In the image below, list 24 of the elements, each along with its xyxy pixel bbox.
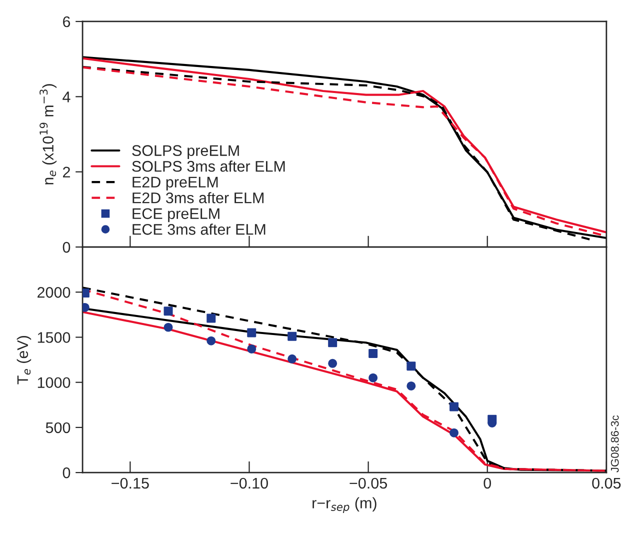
y-tick-label: 4 — [62, 92, 70, 102]
y-tick-label: 0 — [62, 242, 70, 253]
x-tick-label: 0 — [484, 478, 492, 489]
legend-label: ECE 3ms after ELM — [132, 224, 266, 235]
y-tick-label: 0 — [62, 467, 70, 478]
x-tick-label: −0.05 — [350, 478, 387, 489]
y-tick-label: 6 — [63, 16, 70, 28]
y-axis-title: n$_{e}$ (x10$^{19}$ m$^{−3}$) — [40, 84, 57, 184]
legend-label: E2D preELM — [132, 176, 218, 191]
y-tick-label: 2 — [63, 166, 70, 178]
y-tick-label: 500 — [46, 422, 70, 434]
x-axis-title: r−r$_{sep}$ (m) — [312, 497, 376, 514]
x-tick-label: −0.15 — [112, 478, 149, 489]
legend-label: E2D 3ms after ELM — [132, 192, 264, 204]
y-tick-label: 1000 — [38, 377, 70, 388]
legend-label: SOLPS preELM — [132, 145, 239, 160]
y-tick-label: 2000 — [38, 286, 70, 298]
y-tick-label: 1500 — [38, 332, 70, 343]
x-tick-label: −0.10 — [230, 478, 268, 489]
text: JG08.86-3c — [610, 415, 619, 472]
y-axis-title: T$_{e}$ (eV) — [16, 336, 32, 384]
x-tick-label: 0.05 — [592, 478, 621, 489]
legend-label: ECE preELM — [132, 208, 220, 222]
legend-label: SOLPS 3ms after ELM — [132, 160, 285, 172]
